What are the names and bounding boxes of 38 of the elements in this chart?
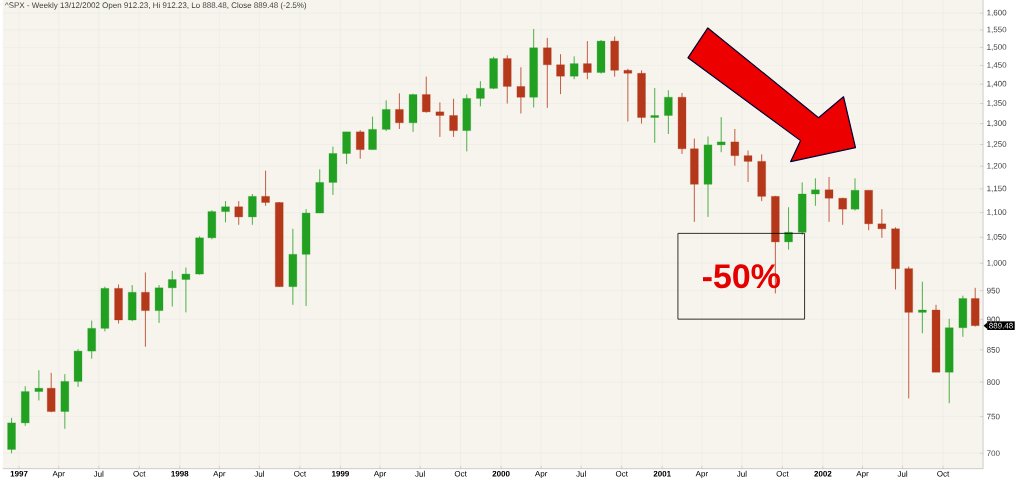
candlestick (449, 98, 458, 138)
candlestick (784, 207, 793, 251)
candlestick (221, 200, 230, 223)
candlestick (181, 267, 191, 313)
candlestick (248, 193, 257, 226)
candlestick (650, 87, 659, 144)
candlestick (623, 68, 632, 123)
candlestick (516, 67, 526, 115)
candlestick (395, 93, 404, 130)
candlestick (154, 284, 164, 324)
candlestick (850, 178, 860, 212)
candlestick (543, 37, 552, 109)
candlestick (168, 270, 177, 308)
candlestick (664, 90, 673, 135)
candlestick (556, 53, 565, 95)
candlestick (435, 102, 445, 138)
candlestick (570, 56, 579, 80)
candlestick (87, 320, 96, 360)
candlestick (34, 370, 43, 402)
candlestick (730, 128, 739, 167)
candlestick (717, 116, 726, 153)
candlestick (47, 372, 56, 413)
candlestick (141, 272, 150, 348)
candlestick (422, 76, 431, 114)
candlestick (811, 178, 820, 207)
candlestick (382, 100, 391, 132)
candlestick (877, 208, 886, 239)
candlestick (918, 281, 927, 334)
candlestick (824, 176, 834, 223)
candlestick (356, 129, 365, 160)
candlestick (583, 40, 592, 80)
candlestick (838, 197, 847, 226)
candlestick (261, 170, 270, 207)
candlestick (342, 131, 351, 165)
candlestick (234, 200, 243, 226)
candlestick (368, 116, 377, 151)
candlestick (476, 80, 485, 107)
candlestick (743, 150, 753, 183)
